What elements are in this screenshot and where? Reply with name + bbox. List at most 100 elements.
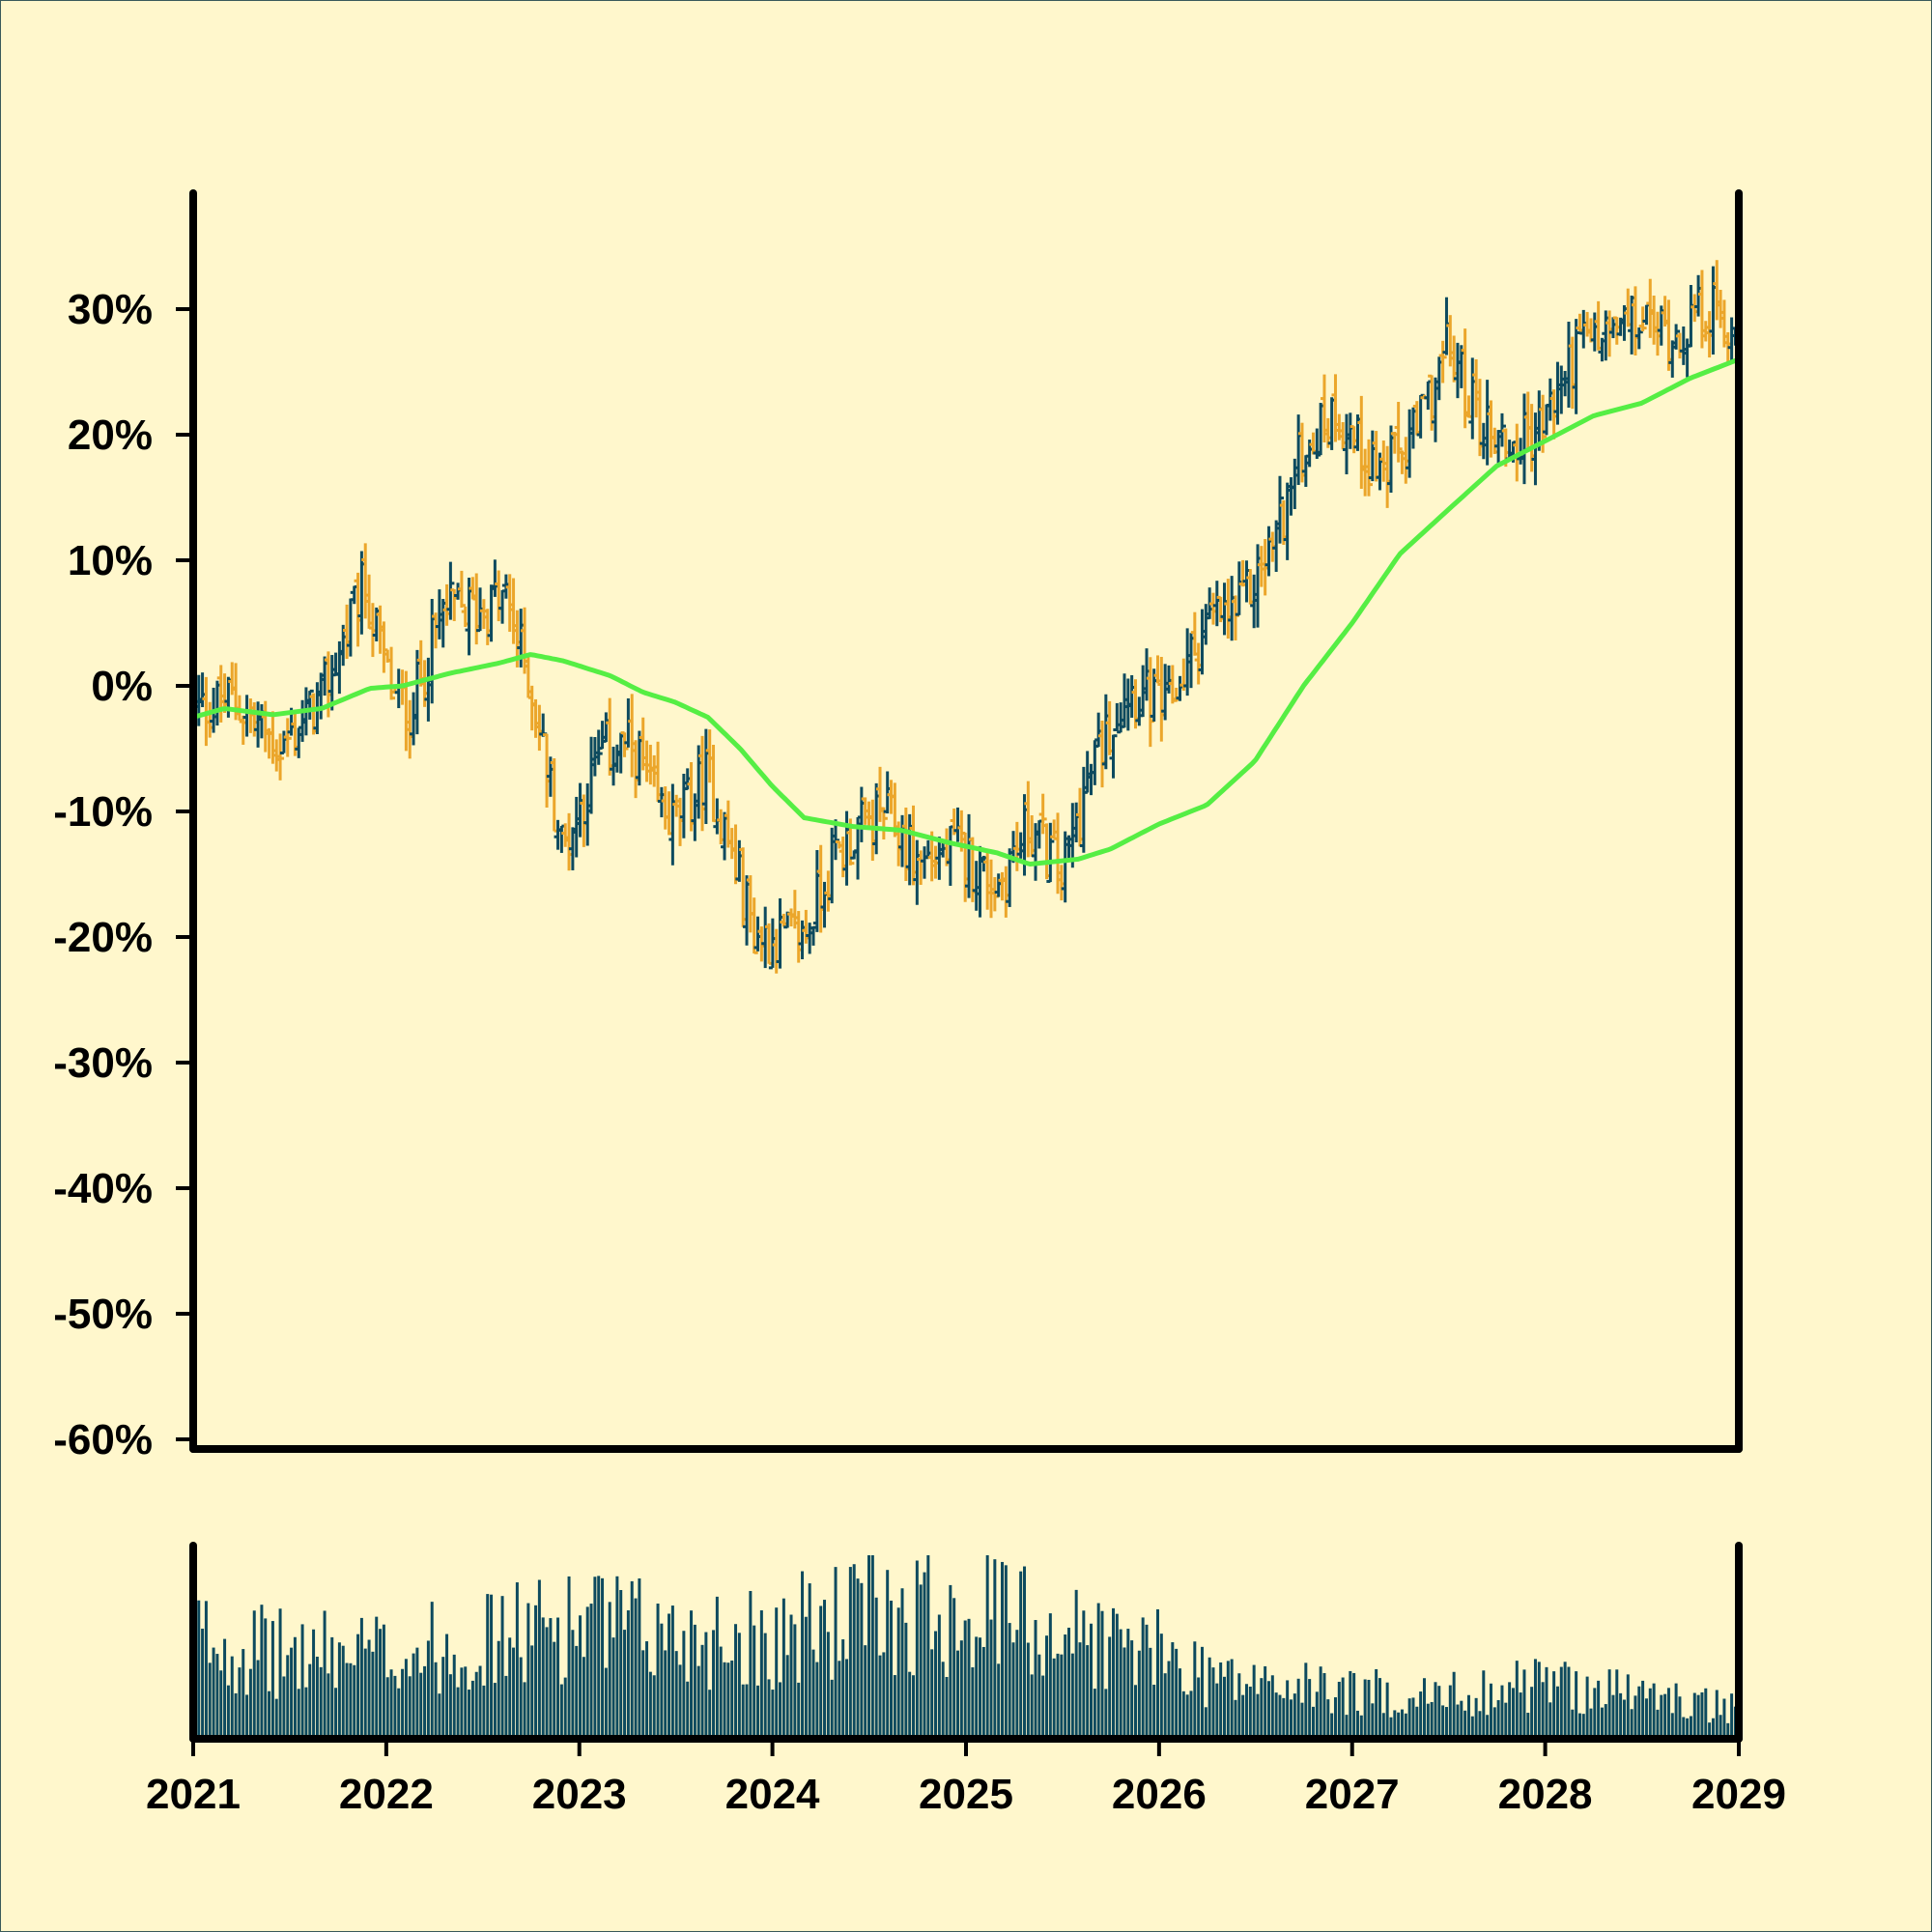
volume-bar	[1692, 1692, 1696, 1739]
volume-bar	[775, 1607, 779, 1739]
volume-bar	[686, 1681, 690, 1739]
volume-bar	[1652, 1683, 1656, 1739]
volume-bar	[478, 1665, 482, 1739]
volume-bar	[208, 1662, 212, 1739]
volume-bar	[1074, 1589, 1078, 1739]
volume-bar	[730, 1660, 734, 1739]
volume-bar	[1463, 1710, 1467, 1739]
volume-bar	[567, 1576, 571, 1739]
volume-bar	[1430, 1701, 1434, 1739]
volume-bar	[1260, 1678, 1264, 1739]
volume-bar	[1181, 1690, 1185, 1739]
volume-bar	[1026, 1642, 1030, 1739]
volume-bar	[252, 1610, 256, 1739]
volume-bar	[1345, 1715, 1349, 1739]
volume-bar	[1730, 1693, 1734, 1739]
price-tick-label: -10%	[53, 788, 153, 836]
volume-bar	[367, 1639, 371, 1739]
time-tick-label: 2026	[1112, 1771, 1207, 1818]
price-bar	[1046, 822, 1055, 883]
volume-bar	[293, 1636, 297, 1739]
volume-bar	[1696, 1694, 1700, 1739]
volume-bar	[556, 1617, 560, 1739]
volume-bar	[1715, 1690, 1719, 1739]
moving-average-line	[190, 357, 1740, 867]
volume-bar	[1726, 1722, 1730, 1739]
volume-bar	[330, 1636, 334, 1739]
volume-bar	[415, 1647, 419, 1739]
volume-bar	[641, 1650, 645, 1739]
volume-bar	[779, 1682, 782, 1739]
volume-bar	[312, 1629, 316, 1739]
volume-bar	[1530, 1687, 1534, 1739]
volume-bar	[1660, 1694, 1663, 1739]
volume-bar	[890, 1600, 894, 1739]
volume-bar	[878, 1655, 882, 1739]
volume-bar	[638, 1577, 641, 1739]
price-bar	[1109, 734, 1118, 779]
volume-bar	[745, 1684, 749, 1739]
volume-bar	[1704, 1688, 1708, 1739]
volume-bar	[1145, 1624, 1149, 1739]
volume-bar	[1082, 1610, 1086, 1739]
volume-bar	[401, 1668, 405, 1739]
volume-bar	[441, 1657, 445, 1739]
volume-bar	[545, 1627, 549, 1739]
volume-bar	[1444, 1707, 1448, 1739]
volume-bar	[1241, 1694, 1245, 1739]
volume-bar	[1456, 1704, 1460, 1739]
volume-bar	[781, 1598, 785, 1739]
volume-bar	[626, 1610, 630, 1739]
volume-bar	[389, 1669, 393, 1739]
volume-bar	[838, 1661, 841, 1739]
volume-bar	[1492, 1707, 1496, 1739]
volume-bar	[234, 1692, 238, 1739]
volume-bar	[1248, 1686, 1252, 1739]
volume-bar	[215, 1654, 219, 1739]
volume-bar	[1355, 1710, 1359, 1739]
volume-bar	[268, 1690, 271, 1739]
volume-bar	[1666, 1688, 1670, 1739]
volume-bar	[993, 1559, 997, 1739]
volume-bar	[1522, 1669, 1526, 1739]
volume-bar	[371, 1651, 375, 1739]
time-tick-label: 2025	[919, 1771, 1013, 1818]
volume-bar	[460, 1667, 464, 1739]
volume-bar	[304, 1687, 308, 1739]
volume-bar	[941, 1662, 945, 1739]
volume-bar	[404, 1659, 408, 1739]
volume-bar	[278, 1608, 282, 1739]
price-bar	[1727, 317, 1736, 362]
volume-bar	[1397, 1712, 1401, 1739]
volume-bar	[219, 1670, 223, 1739]
volume-bar	[1375, 1668, 1378, 1739]
volume-bar	[1296, 1678, 1300, 1739]
volume-bar	[1607, 1669, 1611, 1739]
volume-bar	[1611, 1694, 1615, 1739]
volume-bar	[493, 1683, 497, 1739]
volume-bar	[327, 1673, 330, 1739]
volume-bar	[700, 1644, 704, 1739]
volume-bar	[1189, 1690, 1193, 1739]
volume-bar	[1411, 1697, 1415, 1739]
volume-bar	[1219, 1662, 1223, 1739]
volume-bar	[337, 1642, 341, 1739]
volume-bar	[1515, 1661, 1519, 1739]
volume-bar	[630, 1580, 634, 1739]
volume-bar	[678, 1664, 682, 1739]
volume-bar	[1149, 1647, 1152, 1739]
volume-bar	[490, 1594, 494, 1739]
volume-bar	[797, 1682, 801, 1739]
volume-bar	[1533, 1659, 1537, 1739]
volume-bar	[1056, 1653, 1060, 1739]
volume-bar	[397, 1688, 401, 1739]
price-bar	[1438, 340, 1447, 384]
volume-bar	[1112, 1607, 1115, 1739]
volume-bar	[575, 1645, 579, 1739]
volume-bar	[804, 1616, 808, 1739]
volume-bar	[1163, 1673, 1167, 1739]
volume-bar	[1004, 1565, 1008, 1739]
time-tick-label: 2022	[339, 1771, 434, 1818]
volume-bar	[1686, 1718, 1690, 1739]
volume-bar	[1155, 1608, 1159, 1739]
